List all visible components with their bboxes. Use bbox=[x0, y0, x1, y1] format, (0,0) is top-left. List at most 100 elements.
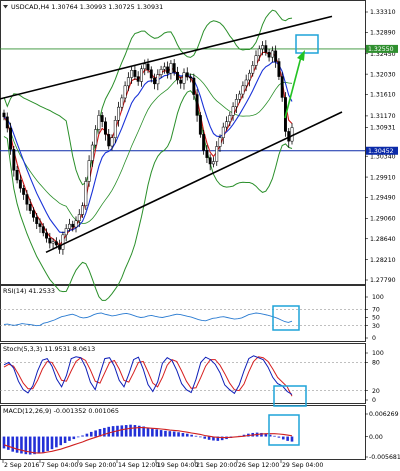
candle-body bbox=[143, 63, 147, 70]
price-axis-label: 1.30931 bbox=[370, 125, 396, 132]
candle-body bbox=[264, 45, 268, 53]
candle-body bbox=[100, 115, 104, 122]
stoch-axis-label: 100 bbox=[372, 350, 384, 357]
macd-histogram-bar bbox=[203, 436, 207, 439]
candle-body bbox=[126, 77, 130, 87]
macd-histogram-bar bbox=[164, 430, 167, 437]
candle-body bbox=[9, 127, 12, 150]
macd-histogram-bar bbox=[68, 436, 71, 441]
candle-body bbox=[198, 115, 202, 135]
candle-body bbox=[162, 66, 166, 70]
candle-body bbox=[218, 137, 222, 147]
candle-body bbox=[205, 150, 209, 158]
macd-histogram-bar bbox=[172, 431, 176, 437]
macd-histogram-bar bbox=[277, 436, 281, 438]
candle-body bbox=[176, 71, 179, 81]
time-axis-label: 21 Sep 20:00 bbox=[196, 462, 237, 469]
rsi-title: RSI(14) 41.2533 bbox=[3, 287, 55, 295]
candle-body bbox=[90, 144, 94, 161]
rsi-pane[interactable] bbox=[0, 285, 366, 342]
macd-histogram-bar bbox=[177, 432, 180, 437]
stoch-signal-line bbox=[3, 356, 293, 397]
macd-histogram-bar bbox=[155, 429, 159, 437]
candle-body bbox=[81, 205, 84, 215]
candle-body bbox=[2, 112, 6, 118]
rsi-axis-label: 100 bbox=[372, 294, 384, 301]
candle-body bbox=[290, 127, 294, 142]
macd-histogram-bar bbox=[11, 436, 15, 452]
macd-histogram-bar bbox=[137, 425, 141, 437]
candle-body bbox=[261, 45, 264, 50]
macd-histogram-bar bbox=[15, 436, 19, 453]
rsi-highlight-box bbox=[272, 305, 300, 331]
candle-body bbox=[32, 210, 35, 218]
price-axis-label: 1.30340 bbox=[370, 153, 396, 160]
stoch-pane[interactable] bbox=[0, 343, 366, 404]
macd-histogram-bar bbox=[129, 424, 132, 437]
candle-body bbox=[54, 241, 58, 246]
macd-histogram-bar bbox=[98, 429, 102, 437]
channel-lower-trendline bbox=[45, 111, 343, 254]
macd-histogram-bar bbox=[281, 436, 285, 440]
macd-histogram-bar bbox=[24, 436, 28, 455]
macd-histogram-bar bbox=[273, 435, 276, 437]
candle-body bbox=[270, 50, 274, 58]
candle-body bbox=[133, 70, 137, 77]
rsi-axis-label: 0 bbox=[372, 335, 376, 342]
candle-body bbox=[41, 226, 45, 234]
macd-histogram-bar bbox=[59, 436, 63, 446]
macd-histogram-bar bbox=[159, 430, 163, 437]
rsi-axis-label: 70 bbox=[372, 307, 380, 314]
candle-body bbox=[94, 129, 98, 146]
candle-body bbox=[117, 106, 120, 121]
candle-body bbox=[277, 61, 281, 77]
candle-body bbox=[113, 120, 117, 138]
candle-body bbox=[228, 115, 232, 122]
candle-body bbox=[169, 63, 173, 74]
candle-body bbox=[35, 217, 39, 224]
stoch-main-line bbox=[3, 355, 293, 395]
macd-histogram-bar bbox=[190, 434, 193, 437]
macd-pane[interactable] bbox=[0, 405, 366, 460]
candle-body bbox=[104, 121, 107, 135]
candle-body bbox=[234, 99, 238, 107]
candle-body bbox=[179, 79, 183, 84]
channel-upper-trendline bbox=[0, 15, 333, 100]
time-axis-label: 14 Sep 12:00 bbox=[118, 462, 159, 469]
candle-body bbox=[51, 241, 55, 244]
stoch-axis-label: 20 bbox=[372, 388, 380, 395]
candle-body bbox=[212, 161, 215, 165]
rsi-line bbox=[3, 312, 293, 327]
macd-histogram-bar bbox=[28, 436, 32, 455]
candle-body bbox=[12, 149, 16, 171]
candle-body bbox=[153, 77, 156, 85]
macd-histogram-bar bbox=[85, 433, 89, 437]
candle-body bbox=[130, 70, 134, 78]
macd-histogram-bar bbox=[50, 436, 54, 450]
stoch-highlight-box bbox=[273, 385, 307, 407]
macd-histogram-bar bbox=[89, 431, 93, 437]
candle-body bbox=[159, 69, 163, 75]
green-level-tag bbox=[366, 44, 398, 53]
price-axis-label: 1.28640 bbox=[370, 236, 396, 243]
axis-layer: 1.33310 1.32890 1.32450 1.32030 1.31610 1.311… bbox=[2, 9, 400, 469]
candle-body bbox=[280, 76, 284, 98]
macd-histogram-bar bbox=[142, 426, 145, 437]
candle-body bbox=[208, 157, 212, 165]
macd-axis-label: -0.005681 bbox=[369, 454, 400, 461]
candle-body bbox=[172, 63, 176, 73]
candle-body bbox=[107, 134, 111, 147]
candle-body bbox=[156, 74, 160, 85]
candle-body bbox=[28, 204, 32, 211]
price-pane[interactable] bbox=[0, 0, 366, 285]
candle-body bbox=[195, 94, 199, 116]
candle-body bbox=[251, 65, 255, 74]
candle-body bbox=[123, 85, 127, 99]
macd-histogram-bar bbox=[264, 433, 268, 437]
candle-body bbox=[15, 170, 19, 181]
price-axis-label: 1.32890 bbox=[370, 30, 396, 37]
macd-histogram-bar bbox=[133, 425, 137, 437]
price-axis-label: 1.27790 bbox=[370, 277, 396, 284]
